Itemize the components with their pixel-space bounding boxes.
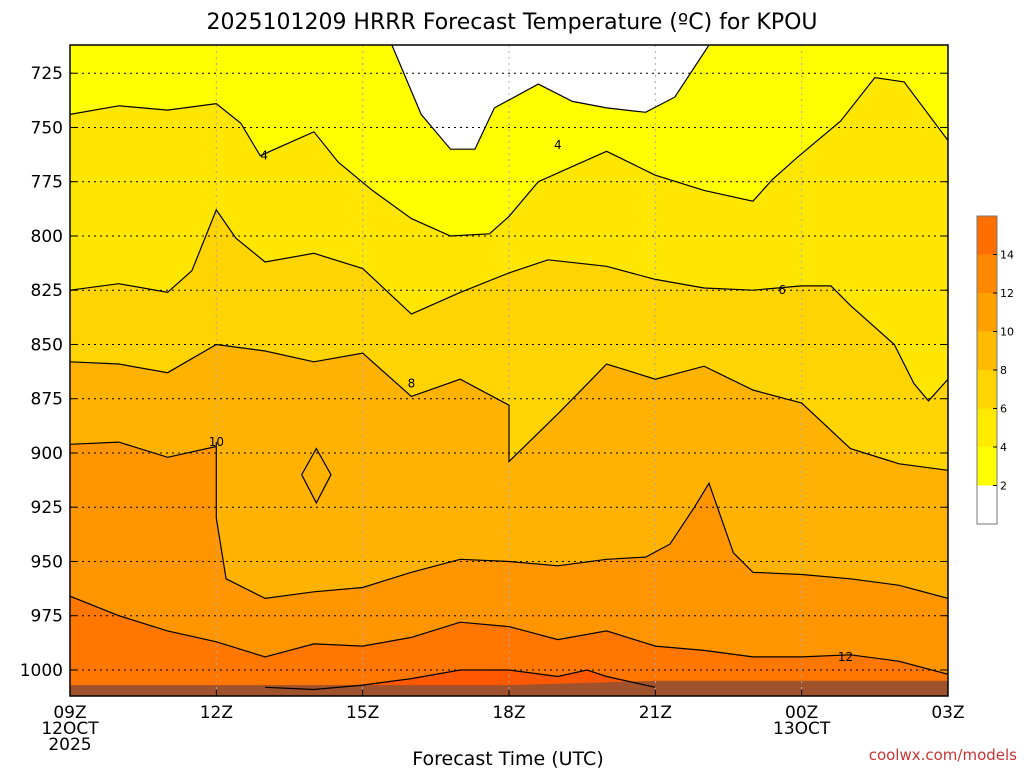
x-tick-label: 18Z	[492, 703, 525, 723]
x-tick-label-line: 2025	[48, 735, 91, 755]
colorbar-segment	[977, 370, 997, 409]
x-tick-label-line: 21Z	[639, 703, 672, 723]
y-tick-label: 725	[31, 64, 63, 84]
contour-labels: 4 4 6 8 10 12	[209, 138, 854, 664]
credit-text: coolwx.com/models	[869, 746, 1017, 764]
colorbar-label: 6	[1000, 403, 1007, 416]
y-tick-label: 1000	[20, 661, 63, 681]
band-2-4	[70, 45, 948, 236]
y-tick-label: 925	[31, 498, 63, 518]
colorbar-segment	[977, 331, 997, 370]
x-tick-label: 15Z	[346, 703, 379, 723]
x-tick-label: 09Z 12OCT 2025	[41, 703, 99, 755]
x-tick-label-line: 18Z	[492, 703, 525, 723]
x-axis-label: Forecast Time (UTC)	[412, 748, 603, 768]
contour-label: 6	[778, 283, 786, 297]
colorbar-label: 12	[1000, 287, 1014, 300]
contour-label: 4	[260, 149, 268, 163]
y-tick-label: 825	[31, 281, 63, 301]
colorbar-label: 14	[1000, 249, 1014, 262]
y-tick-label: 800	[31, 227, 63, 247]
x-tick-label-line: 00Z	[785, 703, 818, 723]
contour-12	[70, 595, 948, 675]
y-tick-label: 950	[31, 552, 63, 572]
contour-label: 8	[408, 377, 416, 391]
contour-label: 4	[554, 138, 562, 152]
x-tick-label: 12Z	[200, 703, 233, 723]
x-tick-label: 00Z 13OCT	[773, 703, 831, 739]
y-tick-label: 850	[31, 335, 63, 355]
contour-2	[391, 45, 710, 150]
colorbar-label: 4	[1000, 441, 1007, 454]
x-tick-label-line: 03Z	[931, 703, 964, 723]
y-tick-label: 975	[31, 607, 63, 627]
colorbar: 2 4 6 8 10 12 14	[976, 215, 1014, 525]
contour-10	[301, 447, 332, 505]
contour-lines	[70, 45, 948, 691]
contour-14	[265, 669, 656, 691]
x-tick-label-line: 12OCT	[41, 719, 99, 739]
x-axis: 09Z 12OCT 2025 12Z 15Z 18Z 21Z 00Z 13OCT 03Z	[41, 690, 965, 755]
contour-label: 10	[209, 435, 224, 449]
y-tick-label: 900	[31, 444, 63, 464]
y-tick-label: 750	[31, 118, 63, 138]
colorbar-segment	[977, 254, 997, 293]
chart-title: 2025101209 HRRR Forecast Temperature (ºC…	[206, 10, 817, 35]
colorbar-segment	[977, 216, 997, 255]
x-tick-label-line: 09Z	[53, 703, 86, 723]
x-tick-label-line: 15Z	[346, 703, 379, 723]
colorbar-label: 8	[1000, 364, 1007, 377]
x-tick-label-line: 13OCT	[773, 719, 831, 739]
band-0-2	[391, 45, 709, 150]
contour-6	[70, 208, 948, 402]
contour-10	[70, 441, 948, 600]
x-tick-label: 03Z	[931, 703, 964, 723]
colorbar-segment	[977, 408, 997, 447]
colorbar-segment	[977, 293, 997, 332]
contour-label: 12	[838, 650, 853, 664]
y-tick-label: 875	[31, 390, 63, 410]
band-10-12	[70, 442, 948, 696]
colorbar-segment	[977, 447, 997, 486]
x-tick-label: 21Z	[639, 703, 672, 723]
x-tick-label-line: 12Z	[200, 703, 233, 723]
contour-4	[70, 76, 948, 237]
y-axis: 725 750 775 800 825 850 875 900 925 950 975 1000	[20, 64, 948, 681]
y-tick-label: 775	[31, 173, 63, 193]
colorbar-segment	[977, 485, 997, 524]
contour-8	[70, 343, 948, 471]
colorbar-label: 2	[1000, 480, 1007, 493]
colorbar-label: 10	[1000, 326, 1014, 339]
